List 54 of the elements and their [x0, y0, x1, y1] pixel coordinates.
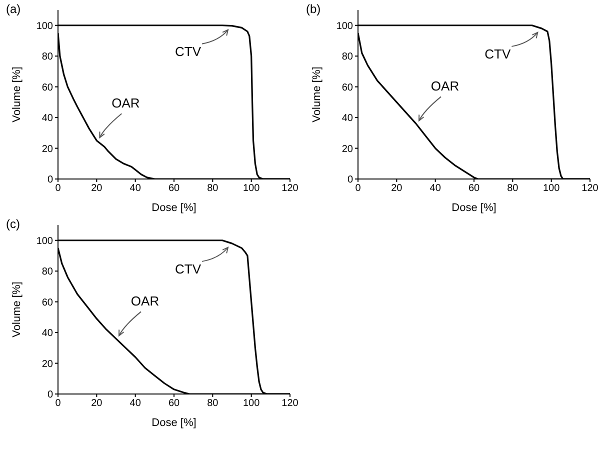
chart-title: (c)	[6, 217, 20, 231]
x-tick-label: 100	[242, 183, 260, 194]
x-tick-label: 60	[168, 183, 180, 194]
y-tick-label: 60	[42, 297, 54, 308]
text: OAR	[430, 78, 460, 94]
y-tick-label: 40	[42, 113, 54, 124]
y-tick-label: 40	[342, 113, 354, 124]
x-tick-label: 80	[207, 398, 219, 410]
y-axis-title: Volume [%]	[10, 66, 23, 122]
series-label: CTV	[175, 44, 202, 59]
y-tick-label: 60	[42, 82, 54, 94]
x-axis-title: Dose [%]	[152, 202, 196, 214]
x-tick-label: 40	[430, 183, 442, 194]
text: OAR	[130, 294, 160, 309]
y-tick-label: 20	[42, 358, 54, 370]
x-axis-title: Dose [%]	[152, 417, 196, 429]
x-tick-label: 40	[130, 183, 142, 194]
series-label: CTV	[484, 46, 511, 62]
x-tick-label: 0	[355, 183, 362, 194]
y-tick-label: 100	[36, 236, 54, 247]
x-tick-label: 60	[168, 398, 180, 410]
x-tick-label: 100	[242, 398, 260, 410]
x-tick-label: 0	[55, 183, 62, 194]
y-tick-label: 80	[42, 52, 54, 63]
x-tick-label: 120	[282, 398, 299, 410]
x-tick-label: 20	[91, 183, 103, 194]
x-tick-label: 80	[507, 183, 519, 194]
y-axis-title: Volume [%]	[10, 282, 23, 338]
x-axis-title: Dose [%]	[452, 202, 496, 214]
y-tick-label: 0	[47, 390, 54, 401]
chart-title: (a)	[6, 2, 21, 16]
x-tick-label: 0	[55, 398, 62, 410]
x-tick-label: 120	[582, 183, 599, 194]
series-label: CTV	[175, 261, 202, 276]
x-tick-label: 20	[91, 398, 103, 410]
x-tick-label: 120	[282, 183, 299, 194]
y-axis-title: Volume [%]	[310, 66, 323, 122]
y-tick-label: 40	[42, 328, 54, 340]
text: OAR	[112, 96, 140, 111]
chart-title: (b)	[306, 2, 321, 16]
x-tick-label: 40	[130, 398, 142, 410]
y-tick-label: 0	[347, 174, 354, 186]
y-tick-label: 100	[336, 20, 354, 32]
y-tick-label: 0	[47, 174, 54, 186]
y-tick-label: 20	[42, 144, 54, 155]
y-tick-label: 20	[342, 144, 354, 155]
y-tick-label: 60	[342, 82, 354, 94]
x-tick-label: 20	[391, 183, 403, 194]
x-tick-label: 100	[542, 183, 560, 194]
x-tick-label: 80	[207, 183, 219, 194]
y-tick-label: 80	[42, 266, 54, 278]
y-tick-label: 80	[342, 52, 354, 63]
x-tick-label: 60	[468, 183, 480, 194]
y-tick-label: 100	[36, 20, 54, 32]
